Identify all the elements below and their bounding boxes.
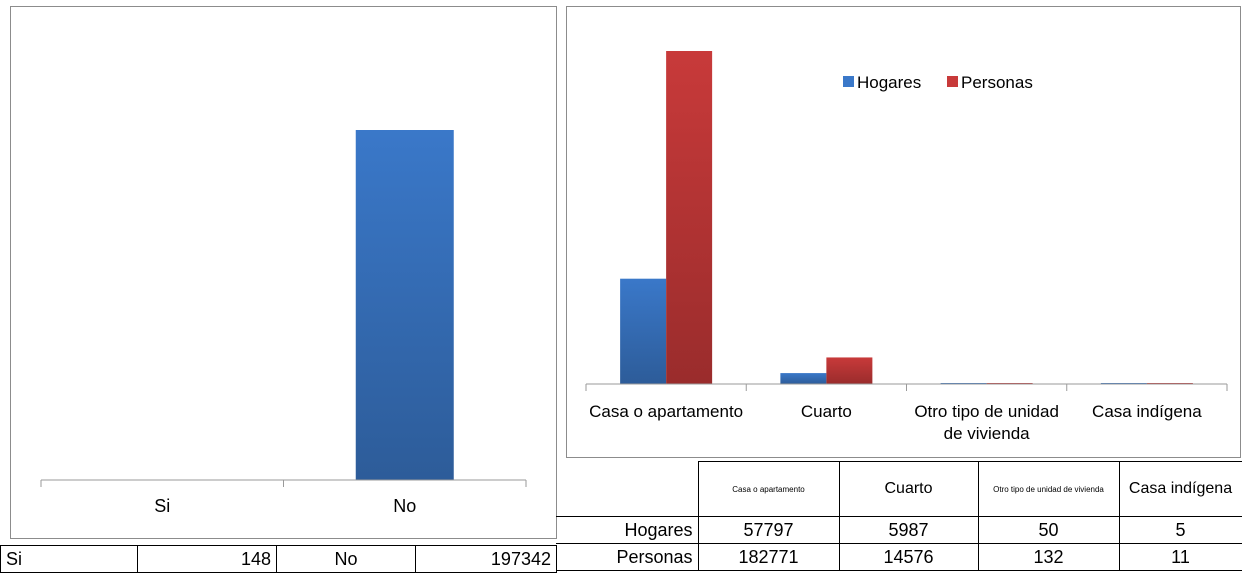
right-data-table: Casa o apartamento Cuarto Otro tipo de u…: [556, 461, 1242, 571]
legend-label-personas: Personas: [961, 73, 1033, 92]
cell-value: 182771: [697, 543, 840, 571]
header-cuarto: Cuarto: [838, 461, 979, 517]
label-no: No: [276, 545, 416, 573]
left-chart-panel: Si No: [10, 6, 557, 539]
legend: Hogares Personas: [843, 73, 1033, 92]
bar-no: [355, 130, 454, 480]
header-casa-indigena: Casa indígena: [1118, 461, 1242, 517]
table-row: Personas 182771 14576 132 11: [556, 543, 1242, 571]
bar-personas-cuarto: [826, 357, 873, 384]
cell-value: 14576: [838, 543, 979, 571]
cell-value: 50: [977, 516, 1120, 544]
bar-personas-casa-o-apartamento: [666, 51, 713, 384]
legend-swatch-personas: [947, 76, 958, 87]
cell-value: 5987: [838, 516, 979, 544]
right-bar-chart: Casa o apartamento Cuarto Otro tipo de uni…: [585, 51, 1228, 443]
row-label-hogares: Hogares: [556, 516, 699, 544]
header-otro-tipo: Otro tipo de unidad de vivienda: [977, 461, 1120, 517]
left-data-table: Si 148 No 197342: [0, 545, 557, 573]
value-no: 197342: [415, 545, 557, 573]
x-tick-label: Otro tipo de unidad: [914, 402, 1059, 421]
header-casa-o-apartamento: Casa o apartamento: [697, 461, 840, 517]
right-chart-panel: Casa o apartamento Cuarto Otro tipo de uni…: [566, 6, 1241, 458]
cell-value: 5: [1118, 516, 1242, 544]
cell-value: 57797: [697, 516, 840, 544]
value-si: 148: [137, 545, 277, 573]
x-tick-label: Casa indígena: [1092, 402, 1202, 421]
x-tick-label: Si: [154, 496, 170, 516]
table-row: Hogares 57797 5987 50 5: [556, 516, 1242, 544]
header-empty-cell: [556, 461, 699, 517]
left-bar-chart: Si No: [40, 130, 527, 516]
table-header-row: Casa o apartamento Cuarto Otro tipo de u…: [556, 461, 1242, 517]
label-si: Si: [0, 545, 138, 573]
x-tick-label: No: [393, 496, 416, 516]
x-tick-label: Casa o apartamento: [589, 402, 743, 421]
row-label-personas: Personas: [556, 543, 699, 571]
x-tick-label: de vivienda: [944, 424, 1031, 443]
legend-label-hogares: Hogares: [857, 73, 921, 92]
legend-swatch-hogares: [843, 76, 854, 87]
x-tick-label: Cuarto: [801, 402, 852, 421]
cell-value: 132: [977, 543, 1120, 571]
cell-value: 11: [1118, 543, 1242, 571]
bar-hogares-casa-o-apartamento: [620, 278, 667, 384]
bar-hogares-cuarto: [780, 373, 827, 384]
table-row: Si 148 No 197342: [0, 545, 557, 573]
